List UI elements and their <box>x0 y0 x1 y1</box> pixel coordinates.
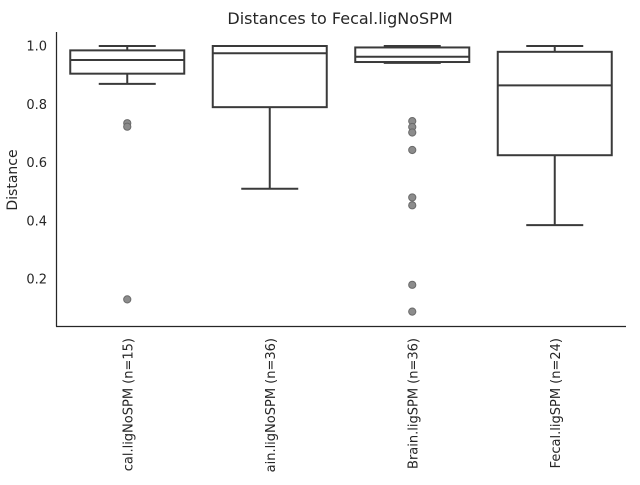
outlier-point <box>408 307 417 316</box>
outlier-point <box>408 128 417 137</box>
y-tick-label: 0.2 <box>26 273 47 288</box>
x-tick-label: cal.ligNoSPM (n=15) <box>121 338 136 471</box>
outlier-point <box>123 295 132 304</box>
y-tick-label: 0.8 <box>26 98 47 113</box>
outlier-point <box>123 122 132 131</box>
box-iqr <box>69 49 186 75</box>
box-iqr <box>496 50 613 157</box>
x-tick-label: ain.ligNoSPM (n=36) <box>264 338 279 472</box>
y-tick-label: 0.4 <box>26 214 47 229</box>
y-axis-title: Distance <box>5 149 21 210</box>
outlier-point <box>408 145 417 155</box>
box-group <box>211 45 328 190</box>
x-axis-ticks: cal.ligNoSPM (n=15) ain.ligNoSPM (n=36) Br… <box>121 338 564 472</box>
y-axis-ticks: 0.2 0.4 0.6 0.8 1.0 <box>26 40 47 288</box>
outlier-point <box>408 193 417 202</box>
y-tick-label: 1.0 <box>26 40 47 55</box>
box-series <box>69 45 613 316</box>
box-group <box>354 45 471 316</box>
outlier-point <box>408 201 417 210</box>
box-group <box>496 45 613 227</box>
box-group <box>69 45 186 304</box>
x-tick-label: Brain.ligSPM (n=36) <box>406 338 421 469</box>
y-tick-label: 0.6 <box>26 156 47 171</box>
x-tick-label: Fecal.ligSPM (n=24) <box>549 338 564 468</box>
outlier-point <box>408 280 417 289</box>
box-iqr <box>211 45 328 109</box>
chart-title: Distances to Fecal.ligNoSPM <box>227 9 452 28</box>
box-iqr <box>354 46 471 64</box>
